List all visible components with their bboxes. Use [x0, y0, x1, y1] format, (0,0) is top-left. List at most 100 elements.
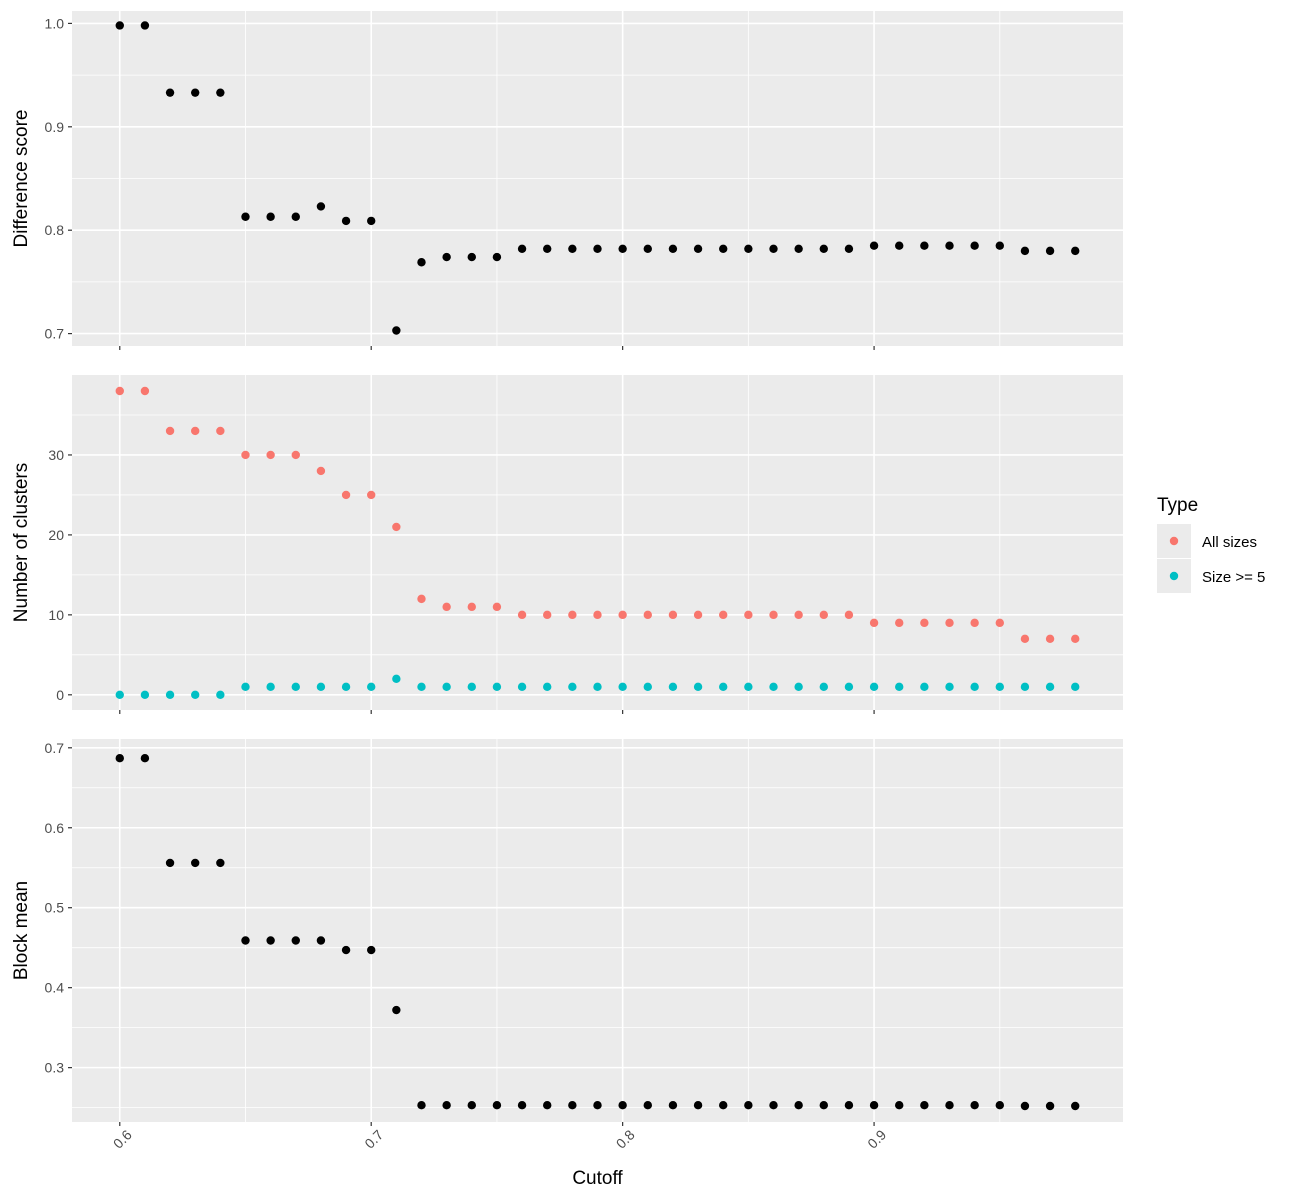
- data-point: [266, 936, 275, 945]
- data-point: [844, 244, 854, 254]
- data-point: [794, 1101, 803, 1110]
- data-point: [1071, 682, 1080, 692]
- data-point: [492, 252, 502, 262]
- data-point: [216, 88, 225, 97]
- data-point: [140, 753, 150, 763]
- data-point: [140, 21, 150, 30]
- y-tick-label: 1.0: [45, 15, 65, 31]
- data-point: [492, 1101, 502, 1110]
- data-point: [266, 682, 275, 692]
- data-point: [291, 936, 300, 945]
- legend-swatch: [1169, 571, 1179, 581]
- data-point: [291, 682, 300, 692]
- panel-3: 0.3 0.4 0.5 0.6 0.7 Block mean: [11, 739, 1123, 1126]
- data-point: [693, 682, 703, 692]
- data-point: [719, 682, 728, 692]
- data-point: [216, 426, 225, 436]
- data-point: [1071, 246, 1080, 256]
- data-point: [568, 1101, 577, 1110]
- data-point: [744, 1101, 753, 1110]
- data-point: [115, 386, 124, 396]
- legend-item: All sizes: [1157, 524, 1257, 558]
- data-point: [316, 202, 326, 211]
- data-point: [367, 945, 376, 955]
- y-axis-title: Difference score: [11, 110, 32, 248]
- data-point: [241, 682, 250, 692]
- legend-entries: All sizes Size >= 5: [1157, 524, 1265, 593]
- y-tick-label: 0.3: [45, 1060, 65, 1076]
- data-point: [744, 682, 753, 692]
- data-point: [191, 858, 200, 868]
- data-point: [442, 1101, 451, 1110]
- data-point: [920, 682, 929, 692]
- data-point: [819, 682, 828, 692]
- data-point: [165, 858, 175, 868]
- data-point: [945, 241, 954, 250]
- data-point: [895, 1101, 904, 1110]
- data-point: [417, 1101, 426, 1110]
- data-point: [769, 682, 778, 692]
- data-point: [593, 244, 602, 254]
- data-point: [970, 1101, 979, 1110]
- y-tick-label: 0.8: [45, 222, 65, 238]
- data-point: [618, 682, 627, 692]
- y-tick-label: 30: [48, 447, 64, 463]
- data-point: [392, 522, 401, 532]
- data-point: [794, 244, 803, 254]
- y-tick-label: 0.5: [45, 900, 65, 916]
- data-point: [191, 690, 200, 700]
- data-point: [719, 1101, 728, 1110]
- y-tick-label: 0.7: [45, 326, 65, 342]
- data-point: [266, 212, 275, 221]
- data-point: [216, 858, 225, 868]
- data-point: [744, 244, 753, 254]
- legend-item: Size >= 5: [1157, 559, 1265, 593]
- data-point: [819, 610, 828, 620]
- panel-background: [72, 375, 1123, 710]
- data-point: [1045, 634, 1055, 644]
- data-point: [593, 610, 602, 620]
- data-point: [744, 610, 753, 620]
- data-point: [543, 682, 552, 692]
- data-point: [719, 610, 728, 620]
- data-point: [291, 450, 300, 460]
- x-tick-label: 0.7: [361, 1126, 386, 1151]
- data-point: [241, 450, 250, 460]
- data-point: [1020, 246, 1030, 256]
- data-point: [467, 1101, 476, 1110]
- legend-label: All sizes: [1202, 534, 1257, 551]
- data-point: [165, 88, 175, 97]
- data-point: [970, 682, 979, 692]
- series-1: [115, 21, 1080, 335]
- data-point: [995, 1101, 1004, 1110]
- data-point: [920, 1101, 929, 1110]
- data-point: [467, 602, 476, 612]
- data-point: [668, 1101, 678, 1110]
- data-point: [1020, 634, 1030, 644]
- data-point: [794, 682, 803, 692]
- data-point: [895, 618, 904, 628]
- data-point: [517, 1101, 527, 1110]
- data-point: [643, 1101, 652, 1110]
- data-point: [1045, 1101, 1055, 1111]
- x-tick-label: 0.6: [110, 1126, 135, 1151]
- x-axis-title: Cutoff: [572, 1168, 623, 1189]
- data-point: [392, 1005, 401, 1015]
- data-point: [945, 618, 954, 628]
- y-tick-label: 0: [56, 687, 64, 703]
- y-axis-title: Block mean: [11, 881, 32, 980]
- data-point: [442, 682, 451, 692]
- data-point: [1020, 682, 1030, 692]
- data-point: [568, 682, 577, 692]
- data-point: [844, 1101, 854, 1110]
- series-1: [115, 753, 1080, 1111]
- data-point: [895, 241, 904, 250]
- data-point: [316, 466, 326, 476]
- data-point: [467, 252, 476, 262]
- data-point: [769, 244, 778, 254]
- data-point: [869, 241, 879, 250]
- chart-panels: 0.7 0.8 0.9 1.0 Difference score 0 10 20 30 Numbe…: [11, 11, 1123, 1126]
- data-point: [191, 88, 200, 97]
- panel-2: 0 10 20 30 Number of clusters: [11, 375, 1123, 714]
